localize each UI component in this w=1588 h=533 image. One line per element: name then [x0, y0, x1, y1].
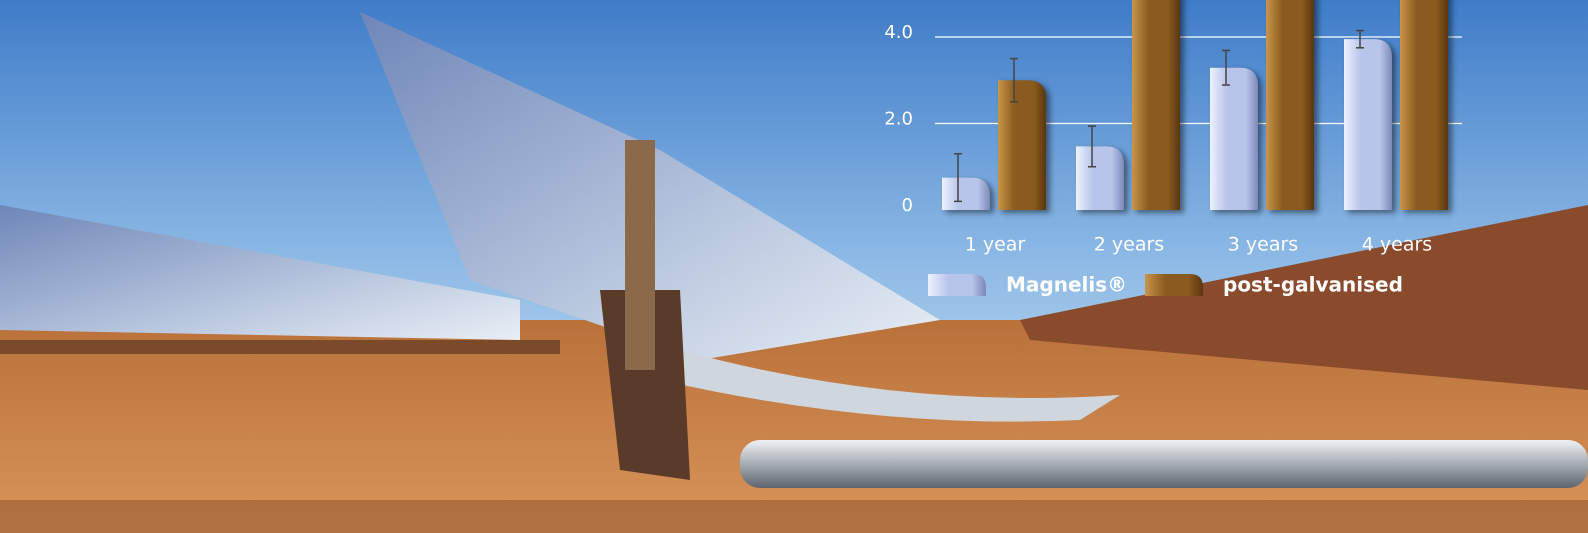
error-bar [1088, 125, 1096, 168]
error-bar [1356, 29, 1364, 49]
bar [998, 80, 1046, 210]
y-tick-label: 2.0 [884, 109, 913, 130]
bar [1344, 39, 1392, 210]
legend-label: Magnelis® [1006, 273, 1127, 297]
error-bar [954, 153, 962, 203]
x-tick-label: 2 years [1094, 234, 1164, 256]
x-tick-label: 3 years [1228, 234, 1298, 256]
bar [942, 177, 990, 210]
bar [1266, 0, 1314, 210]
x-tick-label: 1 year [965, 234, 1026, 256]
error-bar [1222, 49, 1230, 86]
bar [1400, 0, 1448, 210]
bar [1210, 67, 1258, 211]
bar [1132, 0, 1180, 210]
x-tick-label: 4 years [1362, 234, 1432, 256]
y-tick-label: 0 [902, 195, 913, 216]
legend-swatch [928, 274, 986, 296]
bar [1076, 146, 1124, 210]
plot: 0 2.0 4.0 1 year 2 years 3 years 4 years Magnel… [884, 0, 1462, 297]
error-bar [1010, 57, 1018, 103]
legend-label: post-galvanised [1223, 273, 1403, 297]
y-tick-label: 4.0 [884, 22, 913, 43]
legend-swatch [1145, 274, 1203, 296]
